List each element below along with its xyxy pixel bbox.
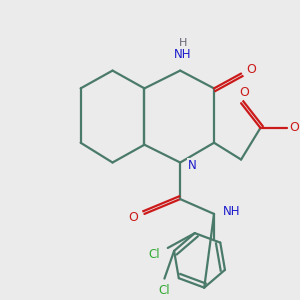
- Text: Cl: Cl: [148, 248, 160, 261]
- Text: O: O: [128, 212, 138, 224]
- Text: O: O: [246, 63, 256, 76]
- Text: H: H: [179, 38, 187, 48]
- Text: N: N: [188, 159, 196, 172]
- Text: NH: NH: [174, 48, 192, 61]
- Text: O: O: [289, 122, 299, 134]
- Text: Cl: Cl: [159, 284, 170, 297]
- Text: O: O: [239, 86, 249, 99]
- Text: NH: NH: [223, 206, 240, 218]
